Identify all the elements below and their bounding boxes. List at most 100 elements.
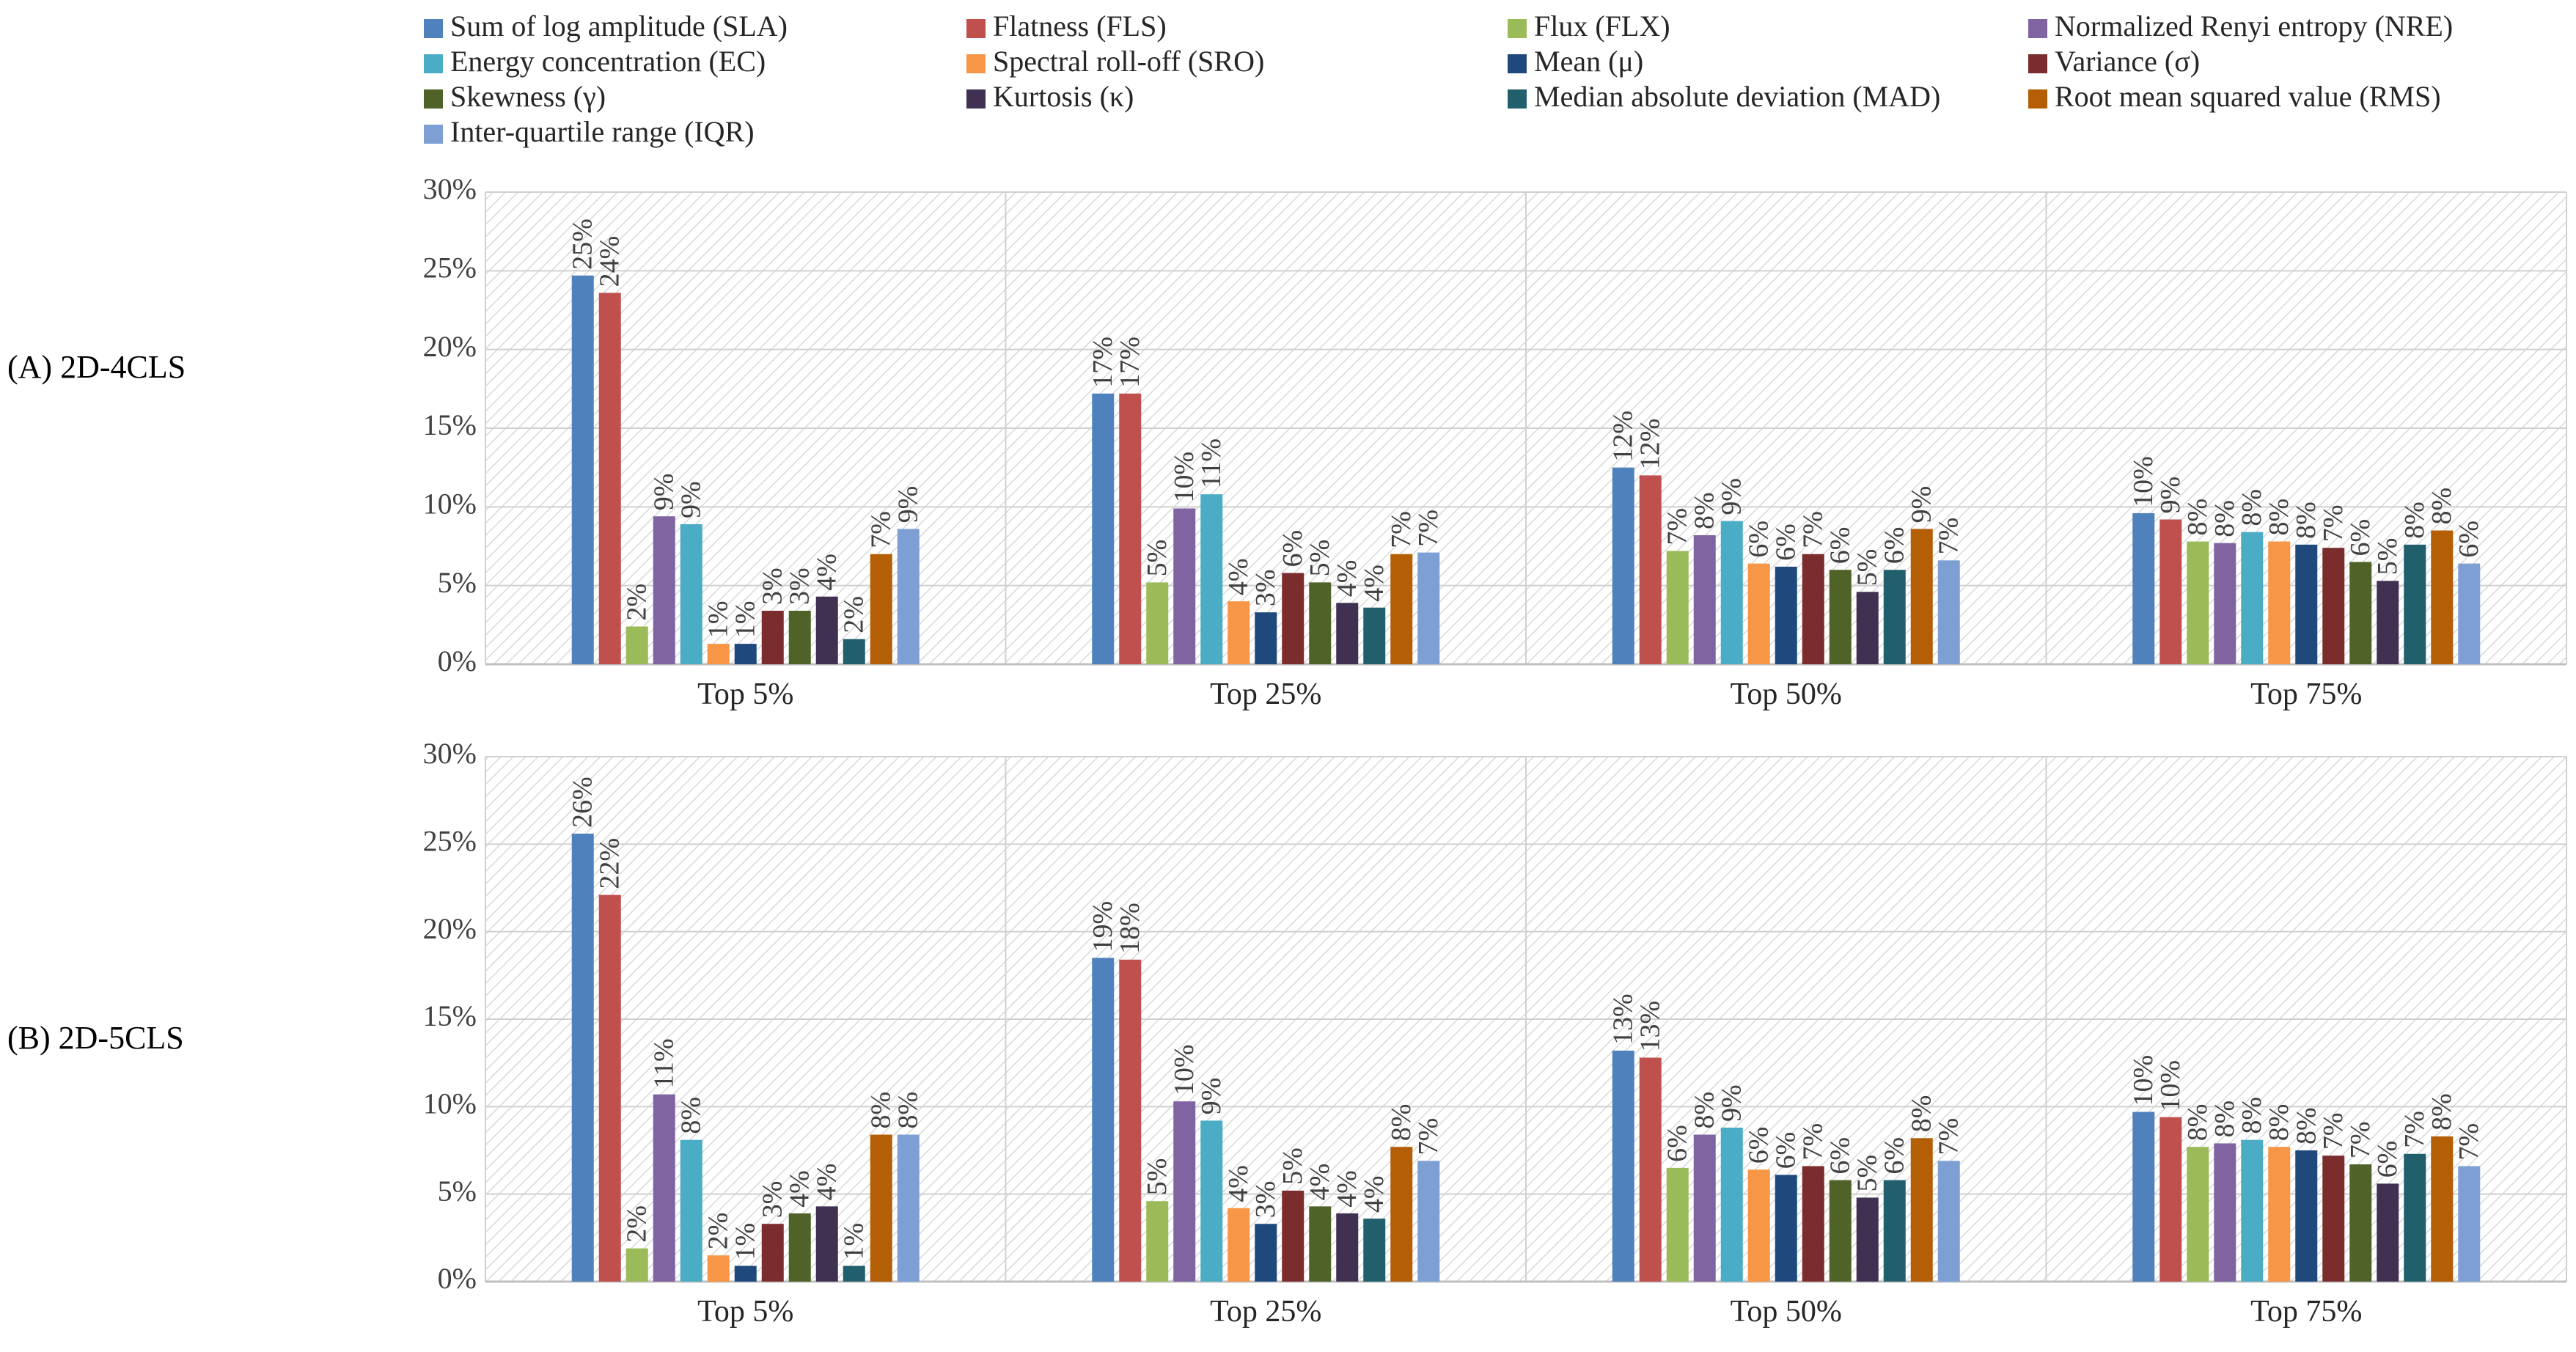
bar xyxy=(680,523,702,664)
data-label: 6% xyxy=(1825,1137,1856,1175)
data-label: 9% xyxy=(1717,1084,1747,1122)
data-label: 5% xyxy=(1142,1158,1173,1196)
data-label: 2% xyxy=(622,1205,653,1243)
legend-item: Normalized Renyi entropy (NRE) xyxy=(2028,10,2453,43)
legend-label: Flux (FLX) xyxy=(1534,10,1670,43)
bar xyxy=(1173,508,1196,664)
data-label: 7% xyxy=(1798,511,1829,548)
bar xyxy=(1639,475,1662,664)
bar xyxy=(1336,1213,1359,1282)
bar xyxy=(2377,1183,2399,1282)
bar xyxy=(1363,607,1386,664)
x-category-label: Top 25% xyxy=(1210,1295,1321,1329)
bar xyxy=(870,1134,892,1282)
data-label: 9% xyxy=(893,486,924,523)
bar xyxy=(1200,494,1223,664)
data-label: 18% xyxy=(1115,903,1145,954)
legend-label: Flatness (FLS) xyxy=(993,10,1167,43)
bar xyxy=(1309,1206,1332,1282)
bar xyxy=(2187,541,2209,664)
data-label: 5% xyxy=(1852,549,1883,587)
y-tick-label: 30% xyxy=(423,172,477,205)
bar xyxy=(2322,1156,2345,1282)
bar xyxy=(2458,1166,2481,1282)
data-label: 26% xyxy=(568,776,598,828)
data-label: 4% xyxy=(1223,1165,1254,1202)
bar xyxy=(1693,1134,1716,1282)
bar xyxy=(1417,552,1440,664)
data-label: 4% xyxy=(812,554,843,591)
x-category-label: Top 25% xyxy=(1210,677,1321,711)
bar xyxy=(2322,548,2345,664)
data-label: 10% xyxy=(2155,1060,2186,1112)
data-label: 5% xyxy=(1142,540,1173,577)
data-label: 6% xyxy=(1744,521,1775,558)
bar xyxy=(815,596,838,664)
data-label: 6% xyxy=(1879,1137,1910,1175)
bar xyxy=(1883,1180,1906,1282)
data-label: 9% xyxy=(1196,1078,1227,1115)
bar xyxy=(653,1094,675,1282)
data-label: 8% xyxy=(2291,1107,2322,1145)
data-label: 3% xyxy=(757,567,788,605)
bar xyxy=(1309,582,1332,664)
data-label: 8% xyxy=(2236,1097,2267,1134)
legend-item: Median absolute deviation (MAD) xyxy=(1508,80,1940,113)
bar xyxy=(815,1206,838,1282)
bar xyxy=(1390,1147,1413,1282)
bar xyxy=(897,1134,920,1282)
bar xyxy=(2241,1139,2264,1282)
y-tick-label: 20% xyxy=(423,912,477,945)
data-label: 11% xyxy=(649,1038,680,1088)
data-label: 8% xyxy=(1907,1095,1937,1133)
data-label: 1% xyxy=(839,1223,870,1260)
bar xyxy=(653,516,675,664)
data-label: 8% xyxy=(2264,499,2294,536)
data-label: 8% xyxy=(2236,489,2267,526)
x-category-label: Top 75% xyxy=(2250,1295,2362,1329)
legend-item: Spectral roll-off (SRO) xyxy=(966,45,1264,78)
bar xyxy=(1173,1101,1196,1282)
data-label: 10% xyxy=(1169,1045,1200,1096)
data-label: 5% xyxy=(1852,1155,1883,1192)
bar xyxy=(707,1255,730,1282)
data-label: 6% xyxy=(1879,527,1910,565)
y-tick-label: 30% xyxy=(423,737,477,770)
legend-swatch xyxy=(424,125,443,144)
legend-swatch xyxy=(424,19,443,38)
data-label: 11% xyxy=(1196,438,1227,488)
data-label: 25% xyxy=(568,218,598,270)
data-label: 6% xyxy=(1277,530,1308,567)
row-label: (B) 2D-5CLS xyxy=(7,1020,184,1056)
data-label: 3% xyxy=(785,567,815,605)
bar xyxy=(1612,467,1634,664)
legend-swatch xyxy=(966,54,986,73)
bar xyxy=(761,1224,784,1282)
data-label: 8% xyxy=(1689,492,1720,529)
bar xyxy=(1092,958,1115,1282)
bar xyxy=(2187,1147,2209,1282)
bar xyxy=(571,834,594,1282)
data-label: 8% xyxy=(2209,500,2240,537)
data-label: 10% xyxy=(2128,1055,2159,1106)
data-label: 5% xyxy=(1304,540,1335,577)
bar xyxy=(2377,581,2399,664)
bar xyxy=(1119,393,1142,664)
legend-item: Variance (σ) xyxy=(2028,45,2200,78)
data-label: 5% xyxy=(1277,1147,1308,1185)
bar xyxy=(1417,1161,1440,1282)
bar xyxy=(1255,1224,1277,1282)
data-label: 9% xyxy=(1907,486,1937,523)
bar xyxy=(2404,1153,2426,1282)
bar xyxy=(1747,563,1770,664)
bar xyxy=(625,626,648,664)
data-label: 8% xyxy=(2264,1104,2294,1142)
legend-label: Mean (μ) xyxy=(1534,45,1643,78)
data-label: 7% xyxy=(2454,1123,2484,1161)
bar xyxy=(1612,1050,1634,1282)
bar xyxy=(2295,1150,2318,1282)
x-category-label: Top 5% xyxy=(697,677,793,711)
bar xyxy=(598,894,621,1282)
bar xyxy=(1775,566,1797,664)
